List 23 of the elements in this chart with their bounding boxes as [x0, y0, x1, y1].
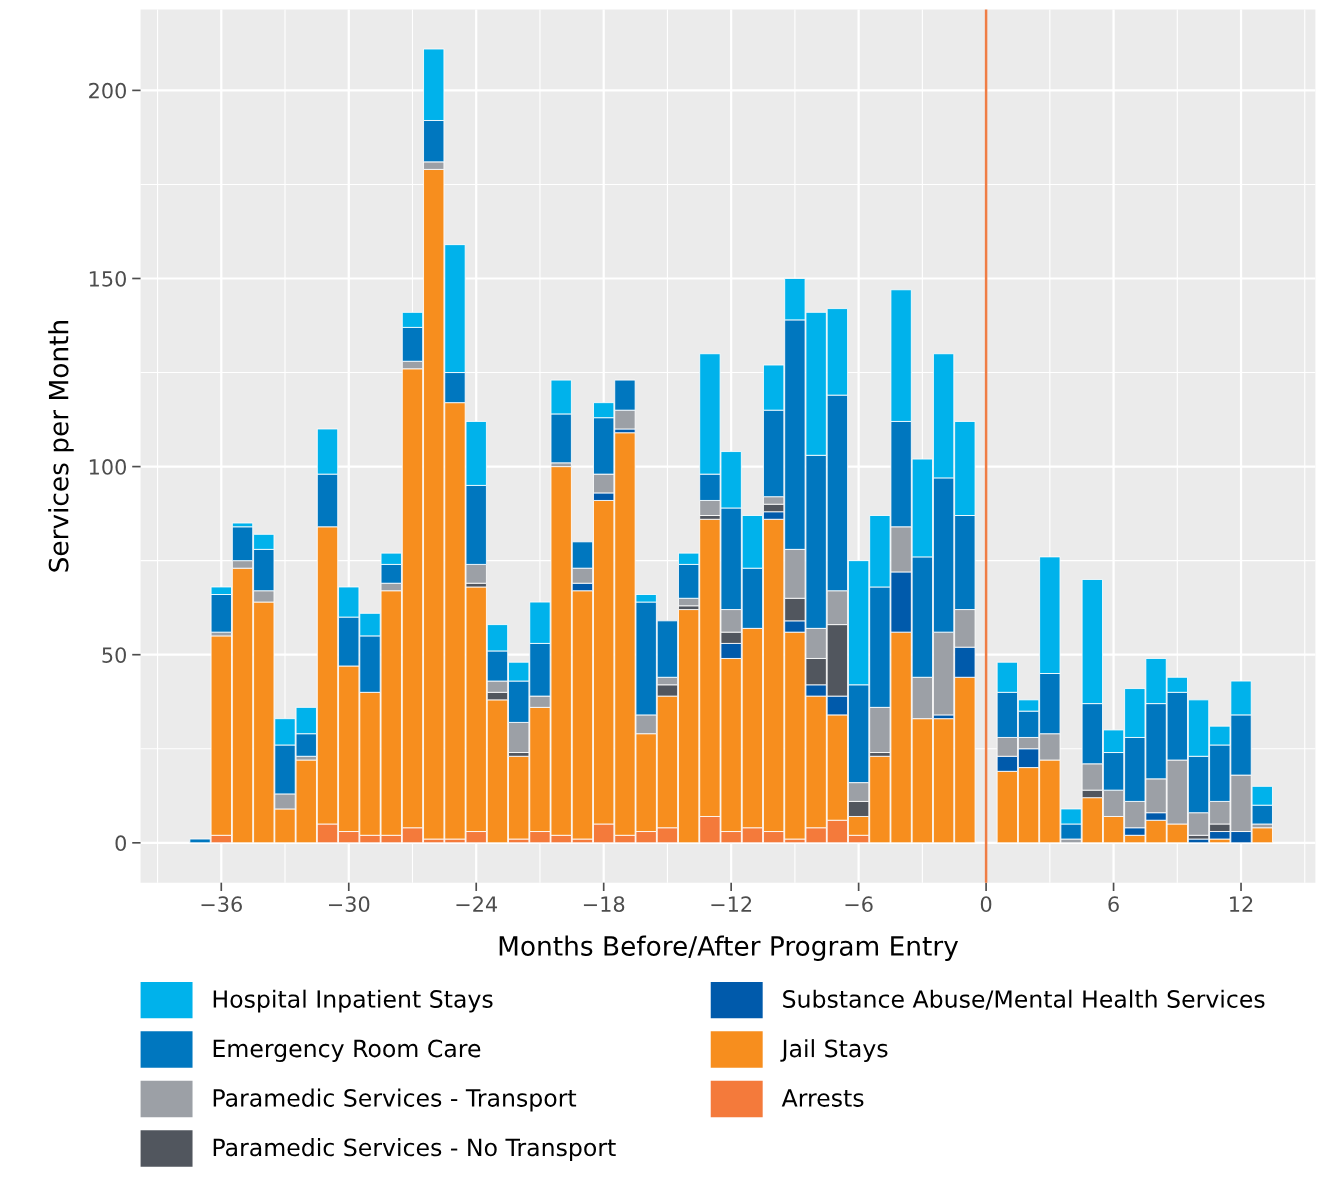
legend-label: Arrests [781, 1089, 864, 1107]
legend-label: Jail Stays [780, 1039, 888, 1062]
x-tick-label: −6 [845, 896, 873, 912]
legend-label: Substance Abuse/Mental Health Services [783, 989, 1265, 1010]
y-tick-label: 100 [89, 459, 126, 475]
y-tick-label: 150 [89, 270, 126, 287]
legend-label: Emergency Room Care [213, 1039, 481, 1062]
x-tick-label: 12 [1230, 896, 1253, 912]
x-tick-label: 0 [980, 896, 992, 912]
y-tick-label: 50 [102, 647, 126, 663]
x-axis-title: Months Before/After Program Entry [499, 935, 959, 962]
x-tick-label: −12 [711, 896, 752, 912]
x-tick-label: −30 [328, 896, 370, 912]
x-tick-label: −36 [201, 896, 242, 912]
legend-label: Paramedic Services - No Transport [213, 1138, 616, 1161]
x-tick-label: −24 [456, 896, 498, 912]
y-axis-title: Services per Month [48, 321, 74, 572]
y-tick-label: 200 [89, 82, 126, 99]
y-tick-label: 0 [115, 835, 126, 852]
legend-label: Paramedic Services - Transport [213, 1088, 577, 1112]
legend-label: Hospital Inpatient Stays [213, 989, 493, 1013]
x-tick-label: 6 [1108, 896, 1119, 912]
x-tick-label: −18 [583, 896, 625, 912]
